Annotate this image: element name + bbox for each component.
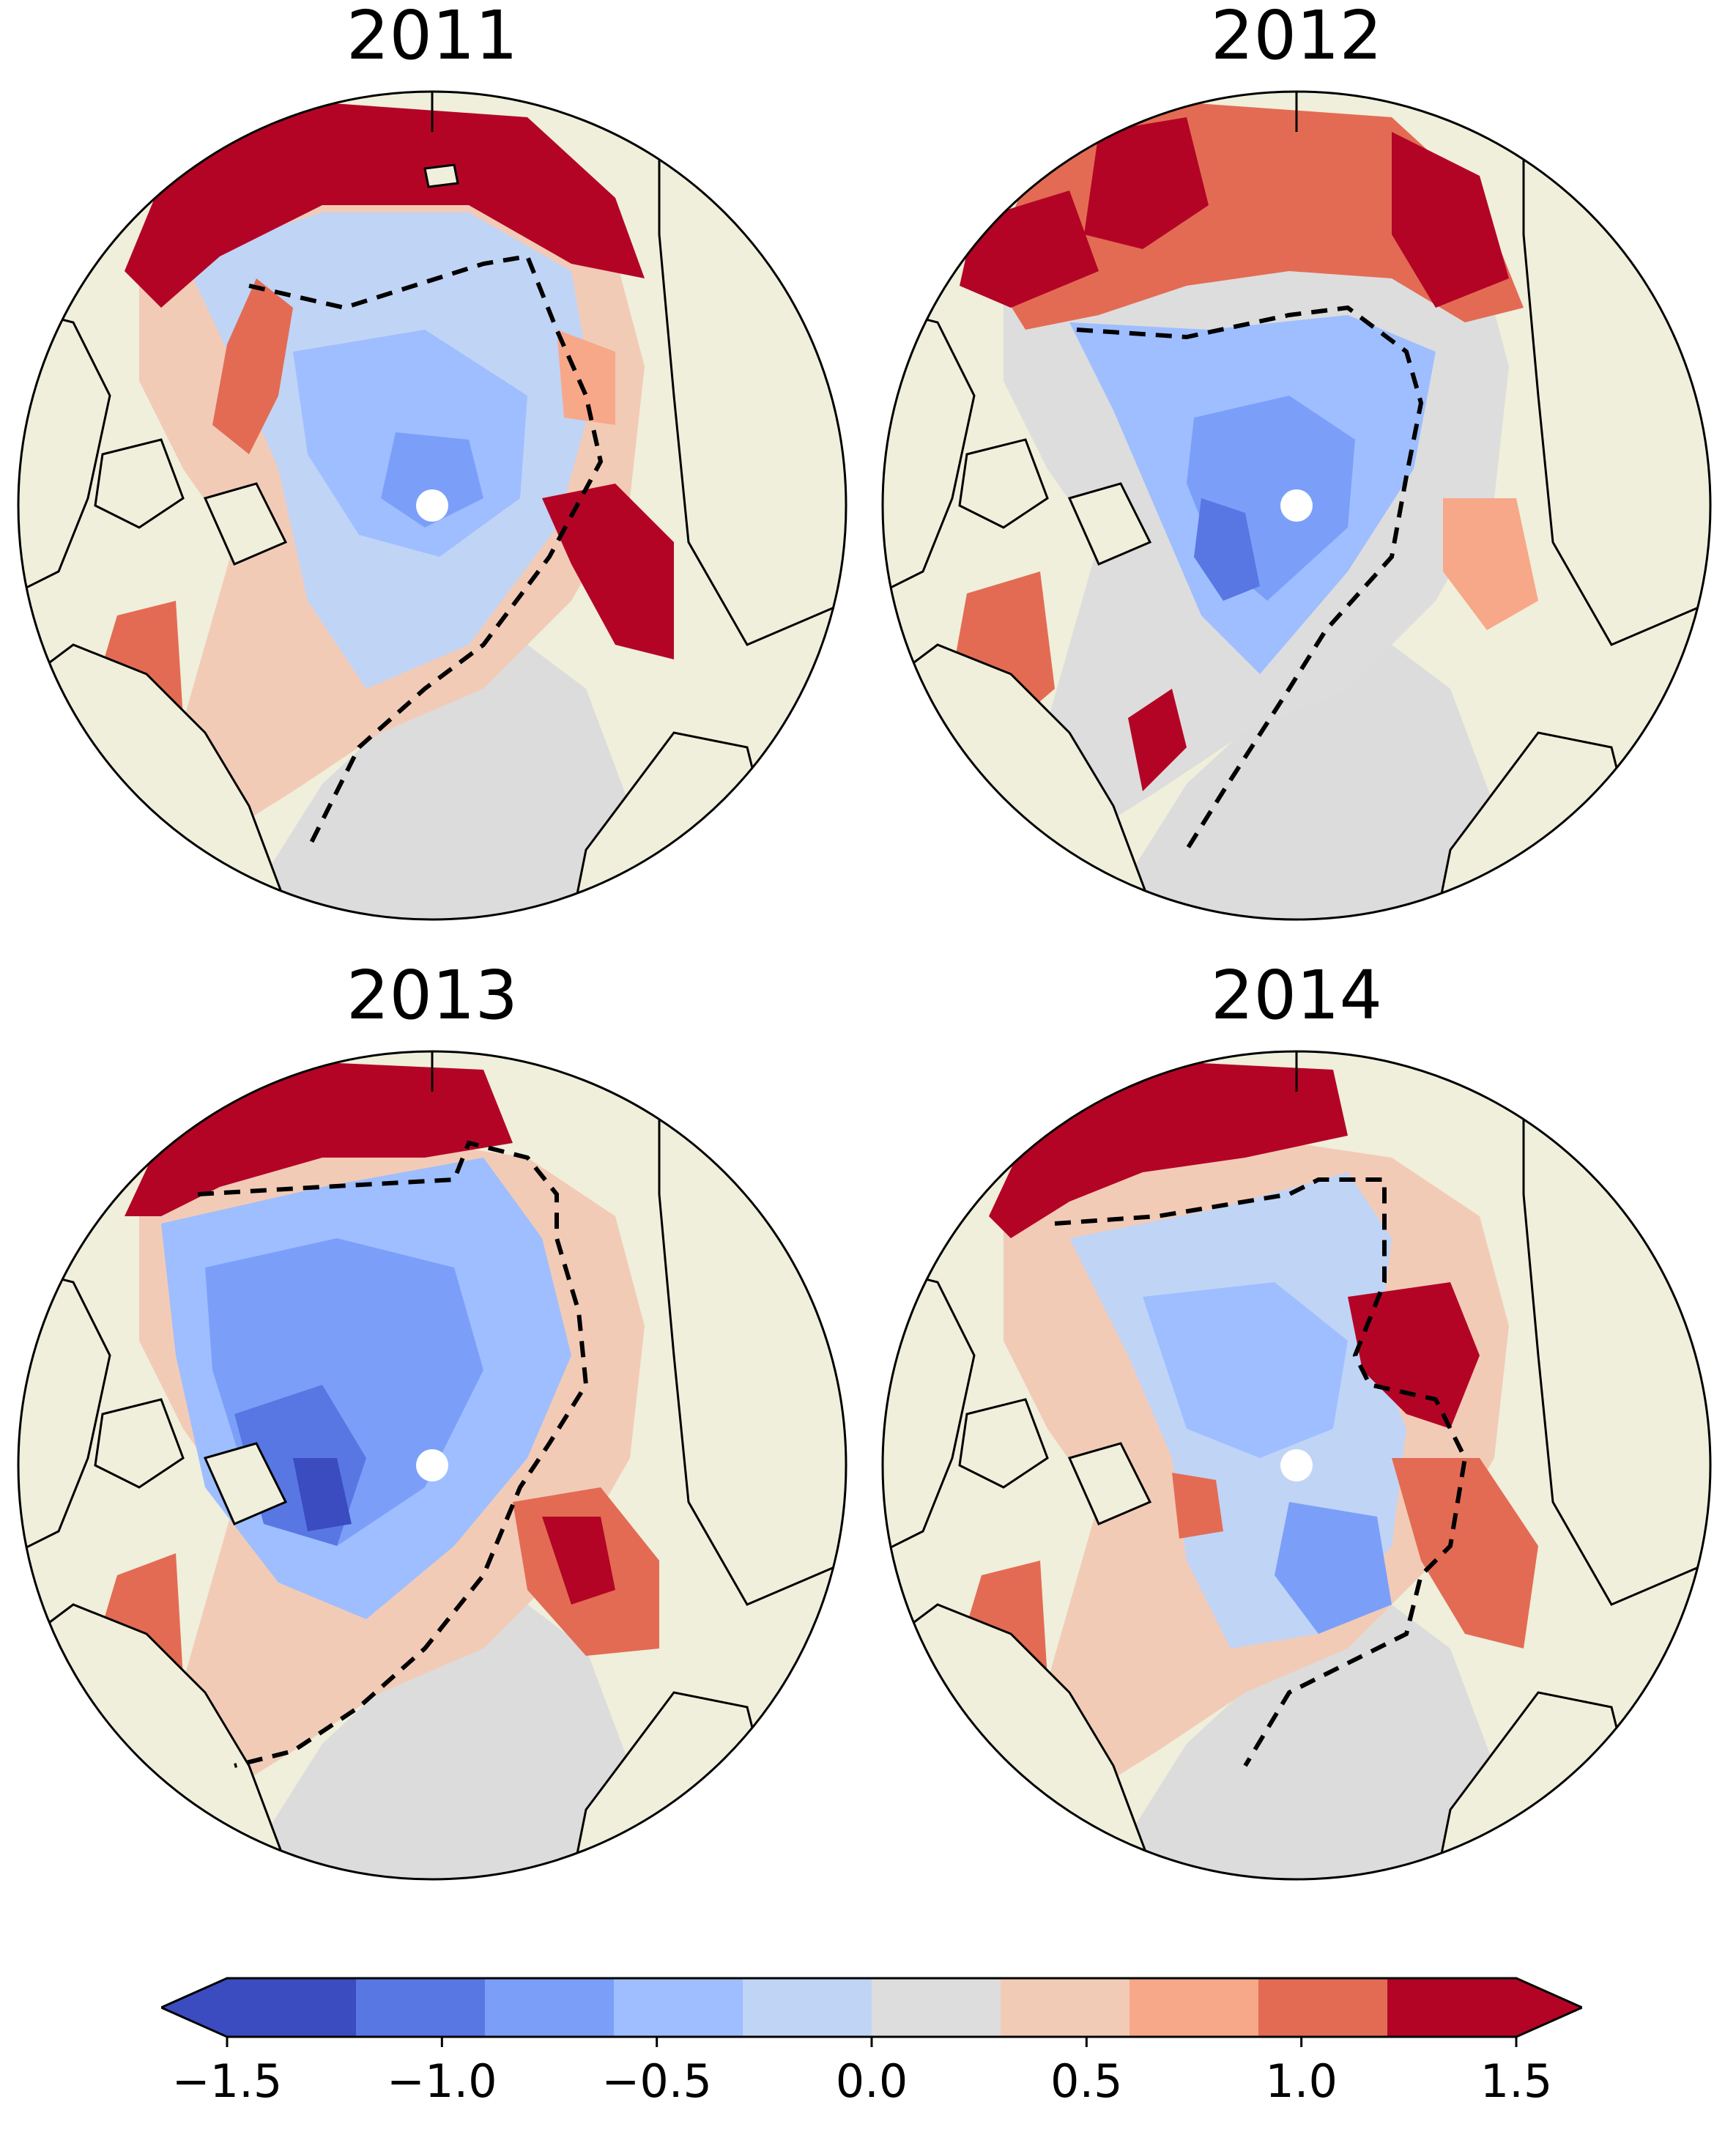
colorbar-tick-label: −1.5 (172, 2054, 283, 2108)
colorbar-tick-label: −1.0 (387, 2054, 497, 2108)
polar-map (881, 90, 1712, 921)
colorbar-tick-label: −0.5 (601, 2054, 712, 2108)
colorbar-bin (485, 1978, 615, 2037)
polar-map (17, 90, 847, 921)
colorbar-tick-label: 1.0 (1265, 2054, 1338, 2108)
colorbar-tick-label: 0.0 (836, 2054, 908, 2108)
panel-title: 2013 (346, 956, 519, 1035)
colorbar-bin (356, 1978, 486, 2037)
panel-title: 2012 (1210, 0, 1383, 75)
colorbar-bin (227, 1978, 357, 2037)
panel-title: 2011 (346, 0, 519, 75)
colorbar-bin (872, 1978, 1001, 2037)
colorbar-bin (1387, 1978, 1517, 2037)
colorbar-extend-min (161, 1978, 227, 2037)
colorbar-bin (1258, 1978, 1388, 2037)
colorbar-extend-max (1516, 1978, 1582, 2037)
colorbar-bins (161, 1977, 1582, 2038)
polar-map (881, 1050, 1712, 1881)
colorbar-tick-label: 0.5 (1050, 2054, 1123, 2108)
colorbar-bin (1001, 1978, 1130, 2037)
colorbar-bin (743, 1978, 872, 2037)
colorbar-bin (614, 1978, 743, 2037)
polar-map (17, 1050, 847, 1881)
panel-title: 2014 (1210, 956, 1383, 1035)
colorbar-tick-label: 1.5 (1480, 2054, 1553, 2108)
colorbar-ticks: −1.5 −1.0 −0.5 0.0 0.5 1.0 1.5 (172, 2037, 1553, 2108)
colorbar-bin (1129, 1978, 1259, 2037)
colorbar: −1.5 −1.0 −0.5 0.0 0.5 1.0 1.5 (161, 1977, 1582, 2108)
